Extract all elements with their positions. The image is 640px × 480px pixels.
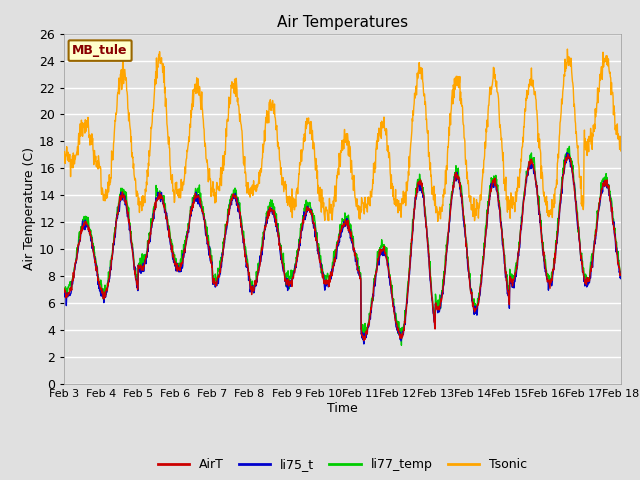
Title: Air Temperatures: Air Temperatures (277, 15, 408, 30)
X-axis label: Time: Time (327, 402, 358, 415)
Legend: AirT, li75_t, li77_temp, Tsonic: AirT, li75_t, li77_temp, Tsonic (153, 453, 532, 476)
Y-axis label: Air Temperature (C): Air Temperature (C) (23, 147, 36, 270)
Text: MB_tule: MB_tule (72, 44, 128, 57)
